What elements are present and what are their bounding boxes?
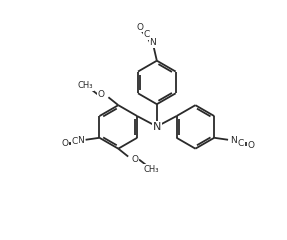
- Text: O: O: [247, 141, 254, 150]
- Text: N: N: [153, 122, 161, 132]
- Text: CH₃: CH₃: [78, 81, 94, 90]
- Text: O: O: [98, 90, 105, 99]
- Text: C: C: [238, 139, 244, 148]
- Text: O: O: [137, 23, 144, 32]
- Text: N: N: [77, 136, 84, 145]
- Text: N: N: [230, 136, 236, 145]
- Text: N: N: [150, 38, 156, 48]
- Text: O: O: [61, 139, 68, 148]
- Text: C: C: [72, 137, 78, 146]
- Text: CH₃: CH₃: [143, 165, 159, 174]
- Text: O: O: [132, 155, 139, 164]
- Text: C: C: [144, 30, 150, 40]
